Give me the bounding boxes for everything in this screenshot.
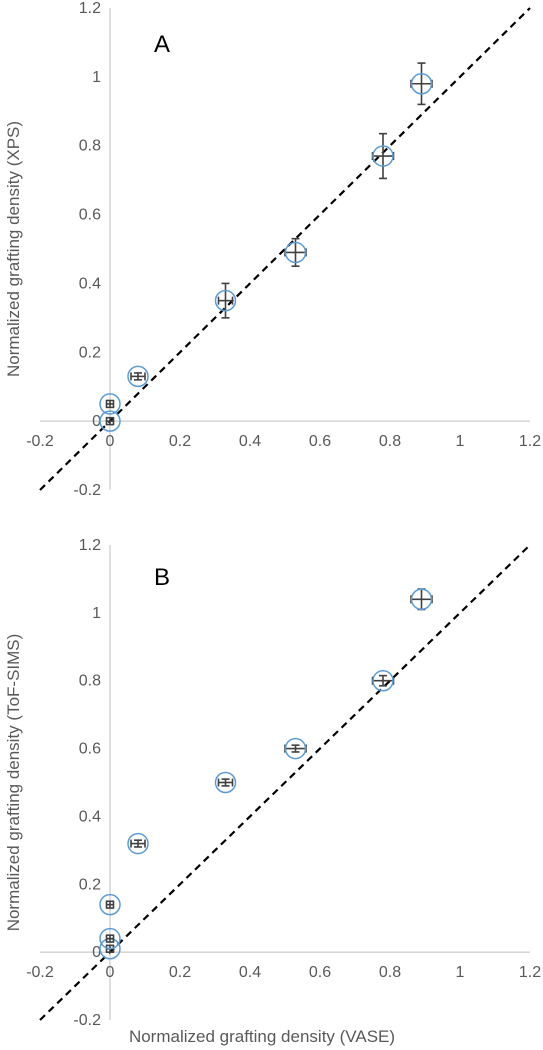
data-point [99, 393, 121, 415]
data-point [99, 893, 121, 916]
x-tick-label: 0 [106, 433, 115, 450]
x-tick-label: 1 [456, 433, 465, 450]
data-point [410, 588, 433, 611]
y-tick-label: 0.2 [79, 344, 101, 361]
data-point [127, 365, 149, 388]
x-tick-label: 0.6 [309, 433, 331, 450]
x-tick-label: 0 [106, 964, 115, 981]
data-point [214, 289, 237, 312]
data-point [99, 927, 121, 950]
y-tick-label: 0.6 [79, 207, 101, 224]
y-tick-label: 1 [92, 69, 101, 86]
reference-line [39, 544, 531, 1021]
x-tick-label: 0.4 [239, 964, 261, 981]
y-tick-label: 0.6 [79, 741, 101, 758]
x-tick-label: -0.2 [26, 433, 54, 450]
y-tick-label: -0.2 [73, 1012, 101, 1029]
y-tick-label: 0.2 [79, 876, 101, 893]
x-tick-label: 0.8 [379, 433, 401, 450]
y-tick-label: 0.8 [79, 138, 101, 155]
panel-a-chart: -0.2 0 0.2 0.4 0.6 0.8 1 1.2 -0.2 0 0.2 0.4 0.6 0.8 1 1… [4, 0, 541, 499]
x-axis-title: Normalized grafting density (VASE) [129, 1027, 395, 1046]
y-tick-label: -0.2 [73, 482, 101, 499]
x-tick-label: 1.2 [519, 433, 541, 450]
panel-label: B [154, 564, 170, 591]
data-point [214, 771, 237, 794]
x-tick-label: 0.2 [169, 964, 191, 981]
data-point [99, 410, 121, 432]
y-axis-title: Normalized grafting density (XPS) [4, 121, 23, 377]
y-tick-label: 1 [92, 605, 101, 622]
y-tick-label: 0.4 [79, 275, 101, 292]
x-tick-label: 0.4 [239, 433, 261, 450]
y-tick-label: 1.2 [79, 537, 101, 554]
y-tick-label: 0.4 [79, 808, 101, 825]
y-tick-label: 0 [92, 413, 101, 430]
y-tick-label: 1.2 [79, 0, 101, 17]
data-point [372, 669, 394, 692]
data-point [284, 737, 307, 760]
panel-b-chart: -0.2 0 0.2 0.4 0.6 0.8 1 1.2 -0.2 0 0.2 0.4 0.6 0.8 1 1… [4, 537, 541, 1046]
y-axis-title: Normalized grafting density (ToF-SIMS) [4, 634, 23, 932]
x-tick-label: 0.2 [169, 433, 191, 450]
x-tick-label: 0.6 [309, 964, 331, 981]
data-point [284, 241, 307, 264]
x-tick-label: 1.2 [519, 964, 541, 981]
reference-line [39, 7, 531, 491]
y-tick-label: 0.8 [79, 673, 101, 690]
y-tick-label: 0 [92, 944, 101, 961]
x-tick-label: 1 [456, 964, 465, 981]
data-point [127, 832, 149, 855]
x-tick-label: -0.2 [26, 964, 54, 981]
data-point [372, 145, 394, 167]
x-tick-label: 0.8 [379, 964, 401, 981]
panel-label: A [154, 31, 170, 58]
data-point [410, 72, 433, 95]
